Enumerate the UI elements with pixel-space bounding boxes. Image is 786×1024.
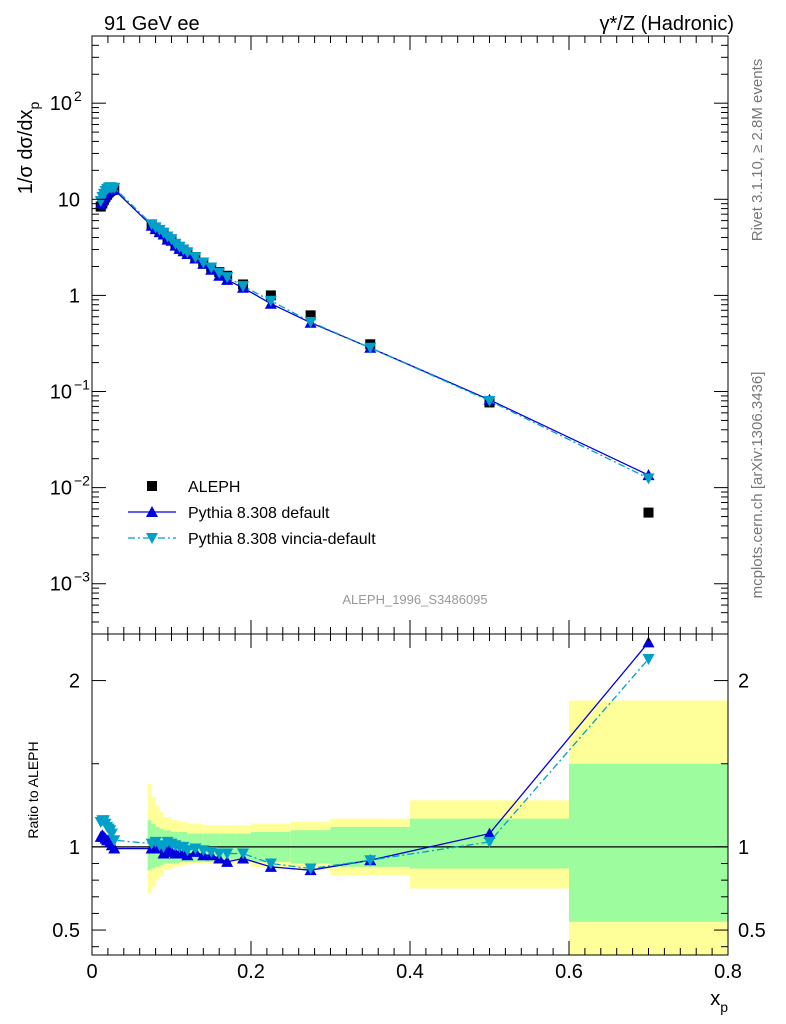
main-y-tick-exp-5: 2: [74, 88, 82, 104]
ratio-point-1-26: [304, 863, 317, 875]
main-y-tick-label-1: 10: [50, 478, 72, 500]
main-series-line-2: [100, 186, 649, 479]
main-point-0-25: [265, 290, 276, 301]
main-y-axis-label-text: 1/σ dσ/dx: [15, 110, 37, 195]
main-point-2-18: [181, 247, 194, 259]
ratio-y-tick-label-l-0: 0.5: [52, 920, 80, 942]
x-tick-label-0: 0: [86, 961, 97, 983]
main-point-2-22: [213, 267, 226, 279]
main-point-2-8: [108, 182, 121, 194]
main-y-tick-label-3: 1: [69, 285, 80, 307]
ratio-series-1: [94, 653, 655, 875]
legend: ALEPH Pythia 8.308 default Pythia 8.308 vi…: [128, 479, 376, 548]
ratio-band-inner-1: [151, 823, 156, 869]
ratio-y-tick-label-r-1: 1: [738, 837, 749, 859]
main-y-tick-exp-1: −2: [74, 473, 90, 489]
legend-marker-0: [147, 481, 157, 491]
x-axis-label-text: x: [710, 988, 720, 1010]
legend-entry-0: ALEPH: [147, 479, 240, 496]
main-point-2-28: [483, 395, 496, 407]
main-point-2-26: [304, 316, 317, 328]
ratio-point-1-7: [105, 828, 118, 840]
ratio-point-1-22: [213, 848, 226, 860]
main-y-tick-exp-2: −1: [74, 377, 90, 393]
ratio-point-1-28: [483, 836, 496, 848]
ratio-point-1-25: [264, 858, 277, 870]
ratio-point-0-23: [221, 855, 234, 867]
ratio-panel: 0.5 0.5 1 1 2 2 0 0.2 0.4 0.6 0.8 Ratio to ALEPH x…: [25, 633, 766, 1015]
main-point-2-27: [364, 342, 377, 354]
main-series-line-1: [100, 188, 649, 476]
rivet-label: Rivet 3.1.10, ≥ 2.8M events: [749, 59, 766, 242]
ratio-point-0-28: [483, 827, 496, 839]
ratio-point-1-8: [108, 835, 121, 847]
legend-entry-2: Pythia 8.308 vincia-default: [128, 531, 376, 548]
ratio-y-axis-label: Ratio to ALEPH: [25, 741, 41, 838]
x-tick-label-2: 0.4: [396, 961, 424, 983]
main-point-2-24: [237, 281, 250, 293]
main-point-2-25: [264, 295, 277, 307]
ratio-point-1-23: [221, 848, 234, 860]
main-point-2-21: [205, 262, 218, 274]
legend-marker-2: [146, 533, 158, 544]
legend-entry-1: Pythia 8.308 default: [128, 505, 330, 522]
ratio-point-1-29: [642, 653, 655, 665]
main-y-axis-label-sub: p: [26, 102, 42, 110]
analysis-tag: ALEPH_1996_S3486095: [342, 592, 487, 607]
ratio-point-1-27: [364, 855, 377, 867]
x-axis-label-sub: p: [720, 999, 728, 1015]
legend-label-0: ALEPH: [188, 479, 240, 496]
ratio-y-tick-label-l-1: 1: [69, 837, 80, 859]
mcplots-label: mcplots.cern.ch [arXiv:1306.3436]: [749, 372, 766, 599]
main-point-2-23: [221, 272, 234, 284]
main-series-1: [94, 183, 655, 481]
main-point-0-29: [643, 507, 654, 518]
main-point-2-19: [189, 252, 202, 264]
main-series-2: [94, 182, 655, 485]
main-y-tick-exp-0: −3: [74, 569, 90, 585]
main-y-tick-label-2: 10: [50, 382, 72, 404]
legend-label-1: Pythia 8.308 default: [188, 505, 330, 522]
main-point-2-20: [197, 257, 210, 269]
legend-label-2: Pythia 8.308 vincia-default: [188, 531, 376, 548]
main-y-tick-label-5: 10: [50, 93, 72, 115]
ratio-y-tick-label-r-2: 2: [738, 671, 749, 693]
ratio-y-tick-label-r-0: 0.5: [738, 920, 766, 942]
x-tick-label-4: 0.8: [714, 961, 742, 983]
legend-marker-1: [146, 506, 158, 517]
ratio-band-inner-15: [569, 763, 728, 922]
ratio-point-1-18: [181, 845, 194, 857]
x-tick-label-3: 0.6: [555, 961, 583, 983]
header-right: γ*/Z (Hadronic): [600, 13, 734, 35]
x-axis-label: xp: [710, 988, 728, 1015]
header-left: 91 GeV ee: [104, 13, 200, 35]
x-tick-label-1: 0.2: [237, 961, 265, 983]
main-point-2-29: [642, 473, 655, 485]
main-y-tick-label-4: 10: [58, 189, 80, 211]
main-y-tick-label-0: 10: [50, 574, 72, 596]
ratio-point-1-24: [237, 848, 250, 860]
ratio-point-0-29: [642, 636, 655, 648]
main-point-0-26: [305, 310, 316, 321]
ratio-y-tick-label-l-2: 2: [69, 671, 80, 693]
main-y-axis-label: 1/σ dσ/dxp: [15, 102, 42, 195]
ratio-point-0-8: [108, 842, 121, 854]
